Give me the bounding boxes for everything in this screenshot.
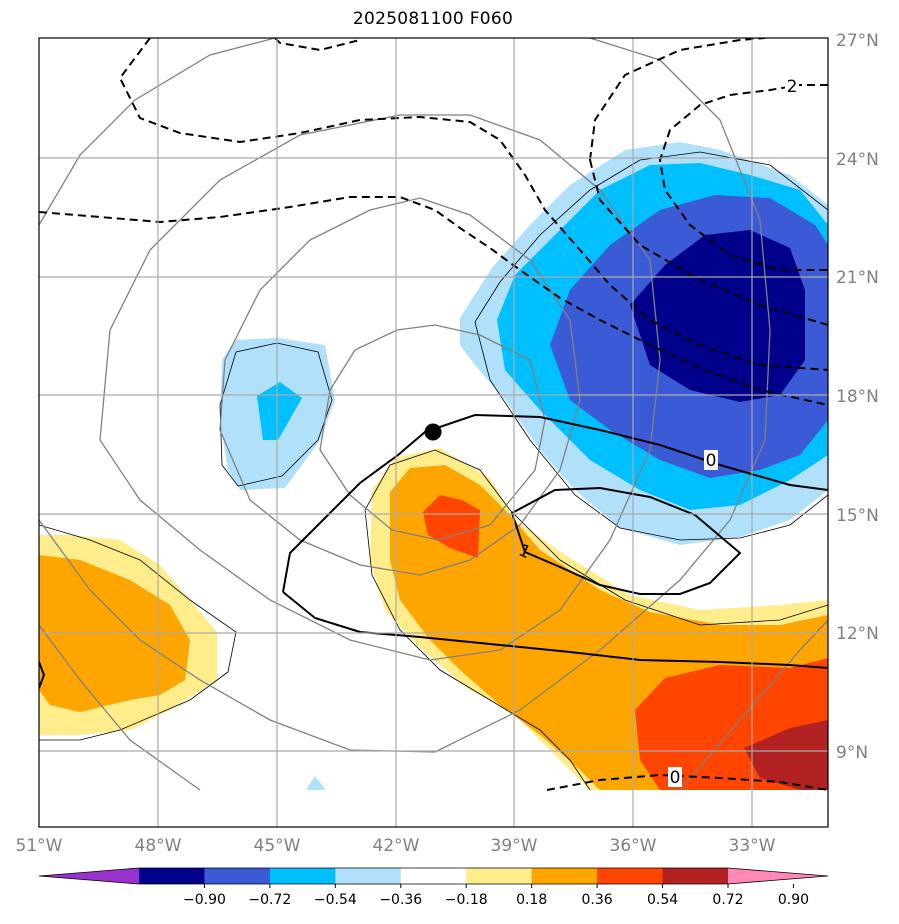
shading-positive <box>39 448 828 790</box>
outline-w-blue <box>219 342 333 487</box>
gridlines <box>39 38 828 827</box>
contour-label-0-upper: 0 <box>706 451 717 471</box>
lon-tick-label: 39°W <box>491 836 538 856</box>
gray-contour-6 <box>679 619 828 791</box>
gray-contour-5 <box>39 624 201 791</box>
lon-tick-label: 48°W <box>135 836 182 856</box>
shade-red-orange-small <box>423 495 480 558</box>
colorbar-segment <box>139 868 205 884</box>
shade-light-blue-s <box>306 776 326 790</box>
contour-one-solid <box>510 486 742 595</box>
colorbar: −0.90 −0.72 −0.54 −0.36 −0.18 0.18 0.36 0.54 0.7… <box>38 867 829 908</box>
lat-tick-label: 21°N <box>836 268 879 288</box>
colorbar-tick-label: 0.72 <box>712 892 743 908</box>
colorbar-segment <box>335 868 402 884</box>
dashed-contour-two <box>658 84 828 271</box>
colorbar-tick-label: 0.36 <box>582 892 613 908</box>
gray-contour-4b <box>39 38 771 753</box>
outline-main-positive-low <box>364 509 591 791</box>
colorbar-tick-label: −0.54 <box>314 892 357 908</box>
colorbar-tick-label: −0.90 <box>183 892 226 908</box>
lon-tick-labels: 51°W 48°W 45°W 42°W 39°W 36°W 33°W <box>16 836 776 856</box>
colorbar-segment <box>400 868 467 884</box>
contour-west-edge <box>39 661 46 689</box>
colorbar-segment <box>531 868 598 884</box>
dashed-contour-top <box>274 38 361 52</box>
lat-tick-label: 24°N <box>836 150 879 170</box>
dashed-contour-bottom <box>546 773 828 791</box>
lat-tick-label: 18°N <box>836 387 879 407</box>
colorbar-tick-label: 0.18 <box>516 892 547 908</box>
contour-zero-solid <box>282 413 828 593</box>
lat-tick-label: 12°N <box>836 624 879 644</box>
shade-dark-blue-ne <box>630 230 805 402</box>
black-solid-contours <box>39 413 828 689</box>
outline-ne <box>474 151 828 323</box>
lon-tick-label: 42°W <box>373 836 420 856</box>
colorbar-segment <box>662 868 729 884</box>
shade-cyan-w <box>257 382 302 440</box>
colorbar-segment <box>204 868 271 884</box>
chart-title: 2025081100 F060 <box>352 9 514 29</box>
gray-contours <box>39 38 828 791</box>
outline-ne-bottom <box>474 321 828 541</box>
colorbar-segment <box>269 868 336 884</box>
colorbar-tick-label: −0.72 <box>248 892 291 908</box>
contour-label-0-lower: 0 <box>670 768 681 788</box>
storm-center-marker <box>424 423 442 441</box>
lon-tick-label: 36°W <box>610 836 657 856</box>
shade-firebrick-main <box>744 720 828 790</box>
lon-tick-label: 45°W <box>254 836 301 856</box>
colorbar-tick-label: 0.54 <box>647 892 678 908</box>
dashed-contour-ne <box>589 38 766 161</box>
shading-outlines <box>39 151 828 791</box>
colorbar-segment <box>466 868 533 884</box>
gray-contour-4 <box>39 38 276 226</box>
shading-negative <box>220 142 828 790</box>
colorbar-tick-label: 0.90 <box>778 892 809 908</box>
lat-tick-label: 27°N <box>836 31 879 51</box>
outline-w-positive <box>39 524 237 741</box>
gray-contour-2 <box>219 197 581 576</box>
black-dashed-contours <box>39 38 828 791</box>
colorbar-outline <box>38 867 829 885</box>
colorbar-extend-low <box>39 868 139 884</box>
plot-frame <box>38 37 829 828</box>
lon-tick-label: 33°W <box>729 836 776 856</box>
gray-contour-3 <box>99 114 661 661</box>
map-layers <box>39 38 828 827</box>
colorbar-segment <box>597 868 664 884</box>
gray-contour-inner <box>319 324 546 541</box>
contour-label-2: 2 <box>787 77 798 97</box>
contour-zero-solid-low <box>282 591 828 669</box>
dashed-contour-ne2 <box>589 159 828 326</box>
lon-tick-label: 51°W <box>16 836 63 856</box>
lat-tick-label: 9°N <box>836 743 868 763</box>
dashed-contour-mid <box>39 196 828 406</box>
lat-tick-labels: 27°N 24°N 21°N 18°N 15°N 12°N 9°N <box>836 31 879 763</box>
colorbar-tick-label: −0.36 <box>379 892 422 908</box>
outline-main-positive <box>364 449 828 626</box>
dashed-contour-top-left <box>118 38 828 371</box>
lat-tick-label: 15°N <box>836 506 879 526</box>
colorbar-extend-high <box>728 868 828 884</box>
colorbar-tick-label: −0.18 <box>445 892 488 908</box>
